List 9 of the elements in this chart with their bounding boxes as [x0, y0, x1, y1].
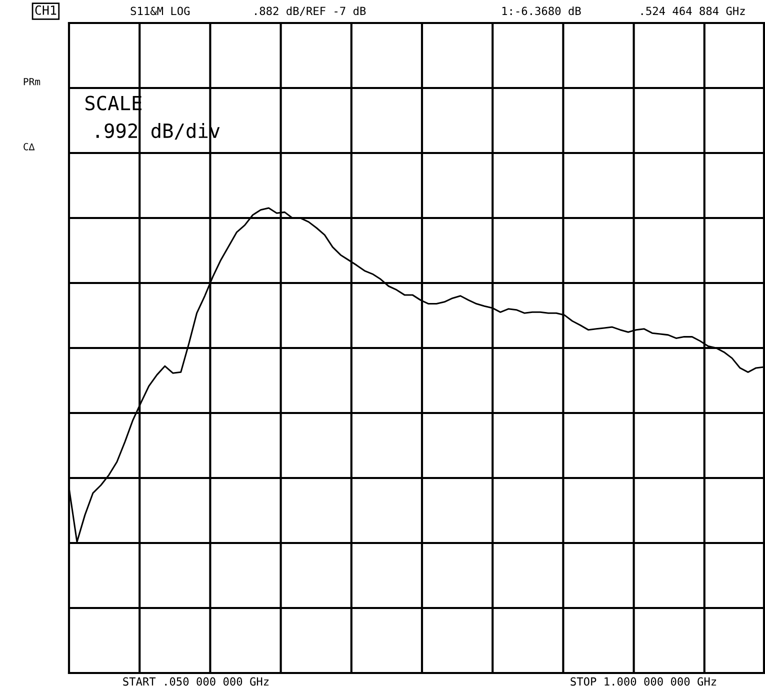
text: S11&M LOG [130, 6, 190, 16]
text: .524 464 884 GHz [641, 6, 745, 16]
text: PRm [24, 78, 40, 86]
text: STOP 1.000 000 000 GHz [570, 677, 716, 686]
text: .882 dB/REF -7 dB [255, 6, 366, 16]
text: START .050 000 000 GHz [123, 677, 269, 686]
text: 1:-6.3680 dB [502, 6, 581, 16]
text: CH1 [35, 5, 56, 15]
text: C∆ [24, 143, 35, 150]
